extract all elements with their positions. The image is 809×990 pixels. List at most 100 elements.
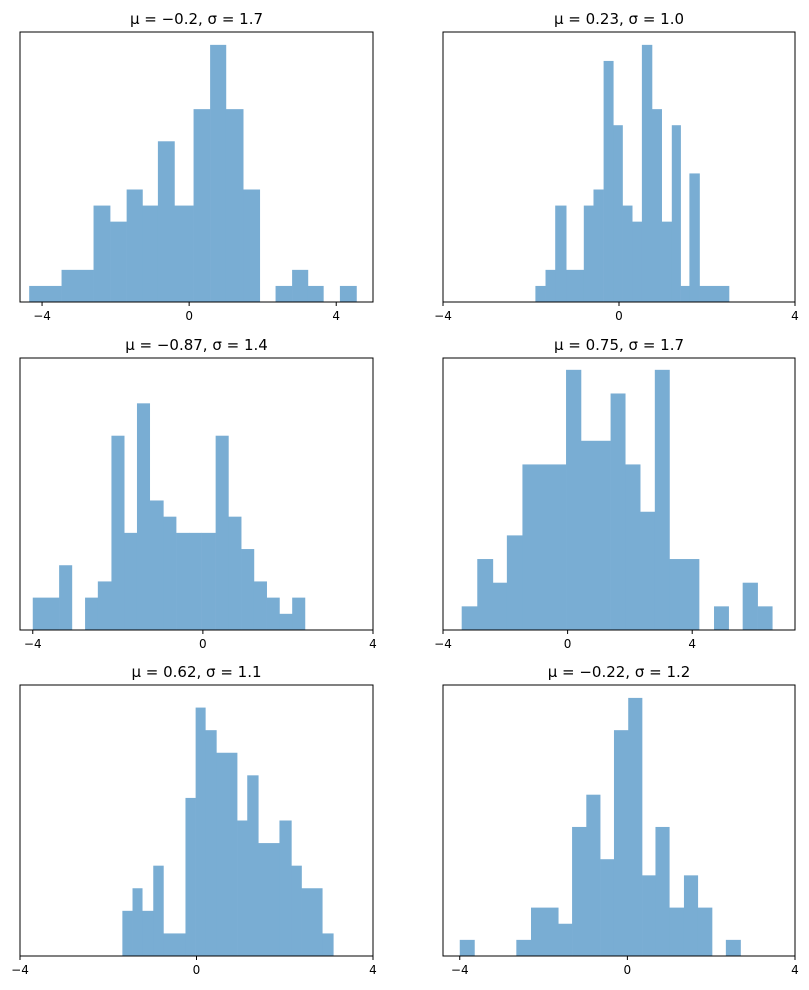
histogram-bar bbox=[655, 826, 670, 956]
x-tick-label: 0 bbox=[185, 309, 193, 323]
histogram-bar bbox=[671, 125, 681, 303]
histogram-bar bbox=[29, 285, 62, 302]
x-tick-label: 0 bbox=[615, 309, 623, 323]
x-axis-ticks: −4 0 4 bbox=[11, 956, 377, 977]
histogram-panel-6: μ = −0.22, σ = 1.2 −4 0 4 bbox=[442, 663, 799, 977]
histogram-bar bbox=[322, 933, 334, 956]
histogram-bar bbox=[291, 865, 302, 956]
histogram-bar bbox=[176, 532, 190, 630]
histogram-bar bbox=[210, 44, 227, 303]
histogram-panel-5: μ = 0.62, σ = 1.1 −4 0 4 bbox=[11, 663, 377, 977]
histogram-bar bbox=[572, 826, 587, 956]
histogram-bar bbox=[492, 582, 508, 630]
histogram-bar bbox=[216, 752, 238, 956]
histogram-bar bbox=[632, 221, 643, 302]
histogram-bar bbox=[111, 435, 125, 630]
histogram-bar bbox=[279, 820, 292, 956]
histogram-bar bbox=[613, 125, 623, 303]
histogram-bar bbox=[610, 393, 626, 630]
histogram-bar bbox=[163, 516, 177, 630]
histogram-bar bbox=[622, 205, 633, 302]
x-tick-label: −4 bbox=[11, 963, 29, 977]
histogram-bar bbox=[506, 535, 523, 630]
histogram-bar bbox=[97, 581, 112, 630]
histogram-bar bbox=[583, 205, 594, 302]
panel-title: μ = 0.62, σ = 1.1 bbox=[131, 663, 261, 681]
histogram-bar bbox=[714, 606, 729, 630]
x-axis-ticks: −4 0 4 bbox=[24, 630, 377, 651]
histogram-bar bbox=[59, 565, 73, 630]
histogram-bar bbox=[697, 907, 713, 956]
histogram-bar bbox=[555, 205, 567, 302]
histogram-bar bbox=[661, 221, 673, 302]
histogram-bar bbox=[292, 597, 306, 630]
histogram-bar bbox=[258, 843, 280, 956]
histogram-bar bbox=[654, 369, 670, 630]
histogram-bar bbox=[189, 532, 202, 630]
histogram-bar bbox=[225, 109, 244, 302]
histogram-bar bbox=[613, 730, 629, 956]
histogram-panel-4: μ = 0.75, σ = 1.7 −4 0 4 bbox=[434, 336, 796, 651]
histogram-bar bbox=[586, 794, 601, 956]
histogram-bar bbox=[669, 559, 700, 630]
histogram-bar bbox=[516, 939, 532, 956]
panel-title: μ = −0.22, σ = 1.2 bbox=[548, 663, 691, 681]
histogram-bars bbox=[29, 44, 357, 303]
histogram-bar bbox=[535, 285, 546, 302]
histogram-bar bbox=[126, 189, 143, 302]
histogram-bars bbox=[535, 44, 730, 303]
x-tick-label: 4 bbox=[369, 637, 377, 651]
histogram-bar bbox=[136, 403, 151, 630]
histogram-bar bbox=[699, 285, 730, 302]
histogram-bar bbox=[292, 269, 309, 302]
axes-frame bbox=[19, 357, 374, 631]
histogram-bar bbox=[689, 173, 700, 302]
histogram-bar bbox=[600, 859, 615, 956]
axes-frame bbox=[442, 357, 796, 631]
histogram-bar bbox=[228, 516, 242, 630]
x-axis-ticks: −4 0 4 bbox=[33, 302, 340, 323]
histogram-bar bbox=[85, 597, 99, 630]
histogram-bar bbox=[683, 875, 699, 956]
x-tick-label: 0 bbox=[199, 637, 207, 651]
histogram-bar bbox=[742, 582, 758, 630]
panel-title: μ = 0.75, σ = 1.7 bbox=[554, 336, 684, 354]
histogram-bar bbox=[174, 205, 194, 302]
x-tick-label: 4 bbox=[369, 963, 377, 977]
histogram-bar bbox=[652, 109, 662, 302]
histogram-bar bbox=[266, 597, 280, 630]
histogram-bar bbox=[142, 910, 154, 956]
histogram-bar bbox=[558, 923, 573, 956]
histogram-bar bbox=[461, 606, 478, 630]
histogram-bar bbox=[477, 559, 494, 630]
histogram-bar bbox=[243, 189, 261, 302]
histogram-bar bbox=[163, 933, 186, 956]
histogram-bar bbox=[132, 888, 143, 956]
histogram-bar bbox=[725, 939, 741, 956]
histogram-bars bbox=[122, 707, 334, 956]
histogram-bars bbox=[459, 697, 741, 956]
x-tick-label: 0 bbox=[193, 963, 201, 977]
histogram-bars bbox=[32, 403, 306, 630]
histogram-bar bbox=[195, 707, 206, 956]
histogram-bars bbox=[461, 369, 773, 630]
histogram-bar bbox=[531, 907, 559, 956]
histogram-bar bbox=[149, 500, 164, 630]
histogram-bar bbox=[241, 549, 255, 630]
histogram-bar bbox=[680, 285, 690, 302]
histogram-bar bbox=[625, 464, 641, 630]
histogram-bar bbox=[193, 109, 211, 302]
x-tick-label: −4 bbox=[24, 637, 42, 651]
histogram-bar bbox=[93, 205, 111, 302]
x-tick-label: 4 bbox=[332, 309, 340, 323]
histogram-bar bbox=[757, 606, 773, 630]
axes-frame bbox=[442, 684, 796, 957]
histogram-bar bbox=[603, 60, 614, 303]
histogram-bar bbox=[522, 464, 567, 630]
histogram-bar bbox=[566, 369, 582, 630]
x-axis-ticks: −4 0 4 bbox=[434, 302, 799, 323]
x-tick-label: 0 bbox=[624, 963, 632, 977]
axes-frame bbox=[19, 31, 374, 303]
panel-title: μ = 0.23, σ = 1.0 bbox=[554, 10, 684, 28]
